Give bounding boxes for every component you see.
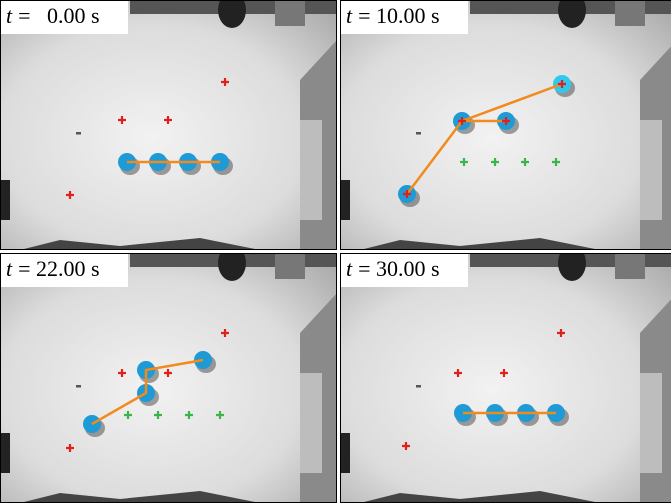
time-label: t= 0.00 s (6, 3, 100, 28)
time-label: t= 30.00 s (346, 256, 440, 281)
panel-right (300, 120, 322, 220)
panel-right (640, 120, 662, 220)
time-value: = 22.00 s (18, 256, 99, 281)
panel-right (640, 373, 662, 473)
wall-left (0, 433, 10, 473)
door (275, 0, 305, 26)
floor (340, 253, 671, 503)
panel: t= 22.00 s (0, 245, 337, 503)
panel-right (300, 373, 322, 473)
time-value: = 10.00 s (358, 3, 439, 28)
time-label: t= 10.00 s (346, 3, 440, 28)
floor-mark (76, 385, 81, 388)
panel: t= 10.00 s (340, 0, 671, 250)
wall-left (340, 433, 350, 473)
pipe (558, 245, 586, 281)
floor (0, 0, 337, 250)
door (615, 0, 645, 26)
time-symbol: t (6, 3, 13, 28)
wall-left (0, 180, 10, 220)
wall-left (340, 180, 350, 220)
door (615, 253, 645, 279)
time-value: = 0.00 s (18, 3, 99, 28)
floor-mark (76, 132, 81, 135)
figure: t= 0.00 st= 10.00 st= 22.00 st= 30.00 s (0, 0, 671, 503)
panel: t= 0.00 s (0, 0, 337, 250)
time-symbol: t (346, 256, 353, 281)
floor-mark (416, 132, 421, 135)
time-symbol: t (6, 256, 13, 281)
time-symbol: t (346, 3, 353, 28)
floor (0, 253, 337, 503)
pipe (218, 245, 246, 281)
floor-mark (416, 385, 421, 388)
time-value: = 30.00 s (358, 256, 439, 281)
panel: t= 30.00 s (340, 245, 671, 503)
door (275, 253, 305, 279)
time-label: t= 22.00 s (6, 256, 100, 281)
